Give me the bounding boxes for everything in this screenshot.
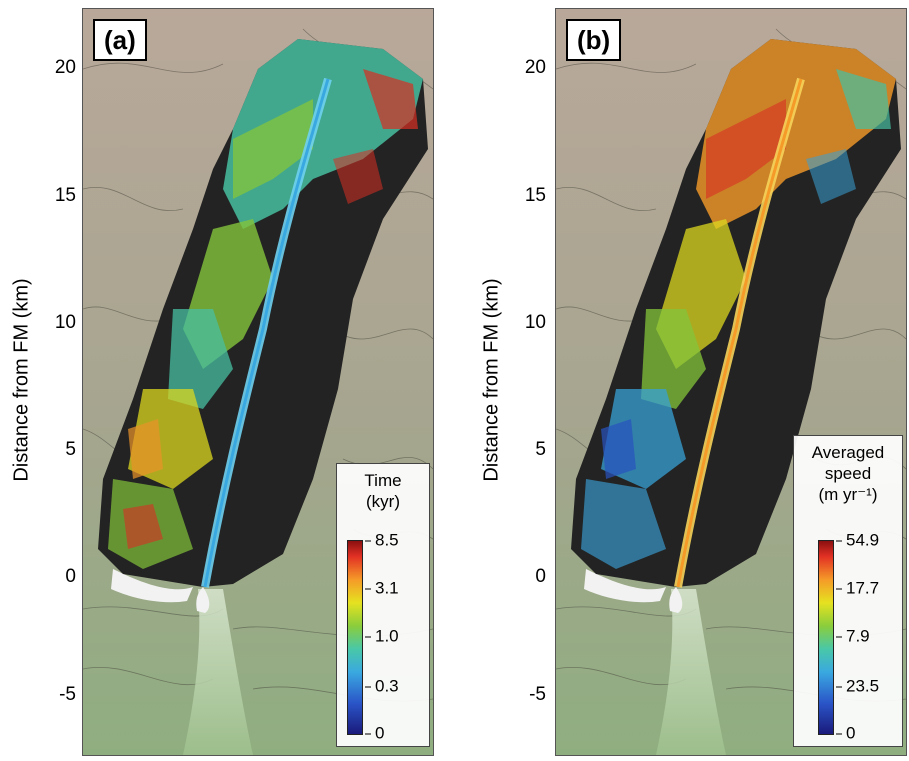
panel-b: Distance from FM (km) 20 15 10 5 0 -5: [470, 0, 909, 761]
y-tick-label: 15: [524, 185, 546, 206]
y-axis-label: Distance from FM (km): [480, 278, 503, 482]
colorbar-tick: 0: [364, 723, 385, 743]
colorbar-legend: Time (kyr) 8.5 3.1 1.0 0.3 0: [336, 463, 430, 747]
colorbar-tick: 0: [835, 723, 856, 743]
colorbar-tick: 7.9: [836, 626, 870, 646]
y-tick-label: 20: [54, 57, 76, 78]
colorbar-tick: 54.9: [835, 530, 880, 550]
y-tick-label: 10: [54, 312, 76, 333]
colorbar-tick: 8.5: [365, 530, 399, 550]
y-tick-label: 15: [54, 185, 76, 206]
y-tick-label: 10: [524, 312, 546, 333]
map-area: (a) Time (kyr) 8.5 3.1 1.0 0.3 0: [82, 8, 434, 756]
data-colored-region: [108, 39, 423, 569]
colorbar: [347, 540, 363, 735]
y-tick-label: 0: [535, 566, 546, 587]
panel-a: Distance from FM (km) 20 15 10 5 0 -5: [0, 0, 440, 761]
panel-label: (a): [93, 19, 147, 61]
panel-label: (b): [566, 19, 622, 61]
colorbar-tick: 23.5: [835, 676, 880, 696]
colorbar-title: Averaged speed (m yr⁻¹): [811, 443, 885, 504]
colorbar-tick: 17.7: [835, 578, 880, 598]
y-tick-label: -5: [529, 684, 546, 705]
data-colored-region: [581, 39, 896, 569]
colorbar-legend: Averaged speed (m yr⁻¹) 54.9 17.7 7.9 23…: [793, 435, 903, 747]
colorbar-tick: 3.1: [365, 578, 399, 598]
y-tick-label: -5: [59, 684, 76, 705]
y-tick-label: 0: [65, 566, 76, 587]
map-area: (b) Averaged speed (m yr⁻¹) 54.9 17.7 7.…: [555, 8, 907, 756]
y-tick-label: 5: [65, 439, 76, 460]
y-tick-label: 20: [524, 57, 546, 78]
colorbar-tick: 0.3: [365, 676, 399, 696]
y-axis-label: Distance from FM (km): [10, 278, 33, 482]
colorbar-tick: 1.0: [365, 626, 399, 646]
colorbar-title: Time (kyr): [364, 471, 402, 511]
y-tick-label: 5: [535, 439, 546, 460]
colorbar: [818, 540, 834, 735]
